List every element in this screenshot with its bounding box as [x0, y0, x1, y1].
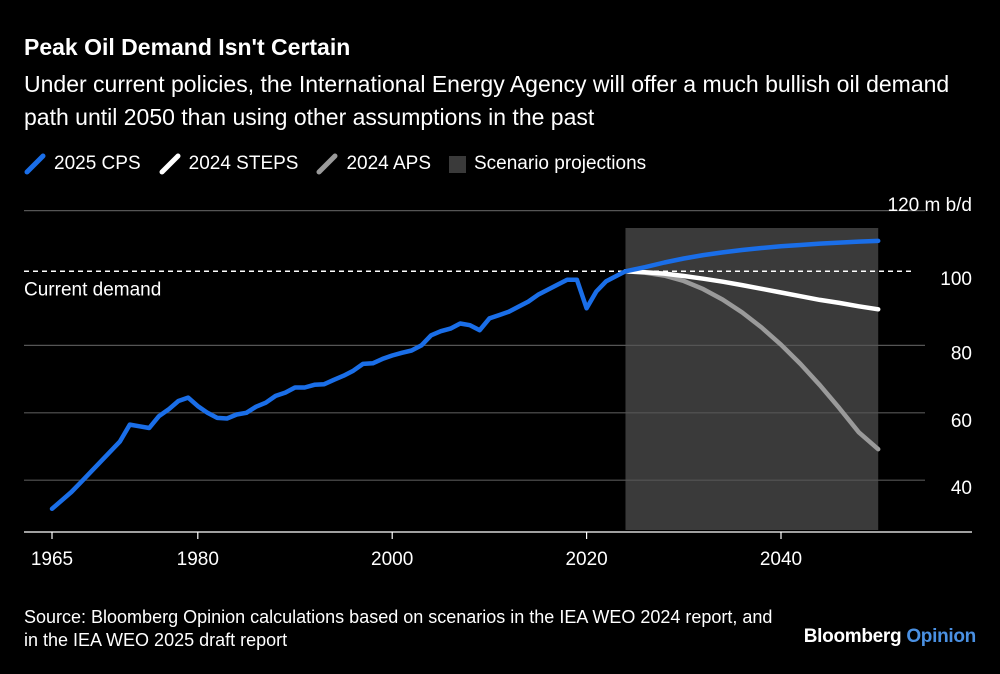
series-line-aps — [623, 269, 881, 452]
legend-label-projections: Scenario projections — [474, 153, 647, 174]
legend-swatch-cps-line — [24, 153, 46, 175]
legend-label-aps: 2024 APS — [346, 153, 431, 174]
legend-swatch-cps — [24, 153, 46, 175]
chart-title: Peak Oil Demand Isn't Certain — [24, 34, 351, 60]
series-layer — [49, 238, 881, 512]
gridlines-layer — [24, 210, 925, 481]
x-axis — [24, 531, 972, 539]
legend-label-steps: 2024 STEPS — [188, 153, 299, 174]
y-tick-label-80: 80 — [951, 343, 972, 364]
series-line-cps — [49, 238, 881, 512]
tick-labels-layer: 40 60 80 100 120 m b/d 1965 1980 2000 2020 2040 — [31, 195, 972, 570]
legend-swatch-projections — [449, 155, 466, 173]
legend-swatch-aps-line — [316, 153, 338, 175]
legend-item-steps: 2024 STEPS — [159, 153, 299, 175]
brand-logo: Bloomberg Opinion — [803, 626, 977, 648]
current-demand-label: Current demand — [24, 279, 161, 300]
legend-swatch-steps — [159, 153, 181, 175]
legend-item-aps: 2024 APS — [316, 153, 431, 175]
legend-label-cps: 2025 CPS — [54, 153, 141, 174]
brand-name: Bloomberg — [803, 626, 902, 647]
source-note: Source: Bloomberg Opinion calculations b… — [24, 607, 773, 650]
x-tick-label-1980: 1980 — [177, 549, 219, 570]
x-tick-label-1965: 1965 — [31, 549, 73, 570]
reference-line-layer: Current demand — [24, 270, 912, 300]
legend-swatch-aps — [316, 153, 338, 175]
y-tick-label-100: 100 — [940, 269, 972, 290]
x-tick-label-2040: 2040 — [760, 549, 802, 570]
legend-swatch-steps-line — [159, 153, 181, 175]
series-line-steps — [623, 269, 881, 312]
y-tick-label-40: 40 — [951, 478, 972, 499]
legend: 2025 CPS 2024 STEPS 2024 APS Scenario pr… — [24, 153, 664, 175]
chart-subtitle: Under current policies, the Internationa… — [24, 71, 950, 130]
x-tick-label-2000: 2000 — [371, 549, 413, 570]
chart-plot: Current demand 40 60 80 100 120 m b/d 1965 198… — [24, 195, 972, 570]
x-tick-label-2020: 2020 — [565, 549, 607, 570]
y-tick-label-60: 60 — [951, 411, 972, 432]
legend-item-cps: 2025 CPS — [24, 153, 141, 175]
brand-suffix: Opinion — [906, 626, 976, 647]
legend-item-projections: Scenario projections — [449, 153, 646, 175]
y-tick-label-120: 120 m b/d — [888, 195, 973, 216]
